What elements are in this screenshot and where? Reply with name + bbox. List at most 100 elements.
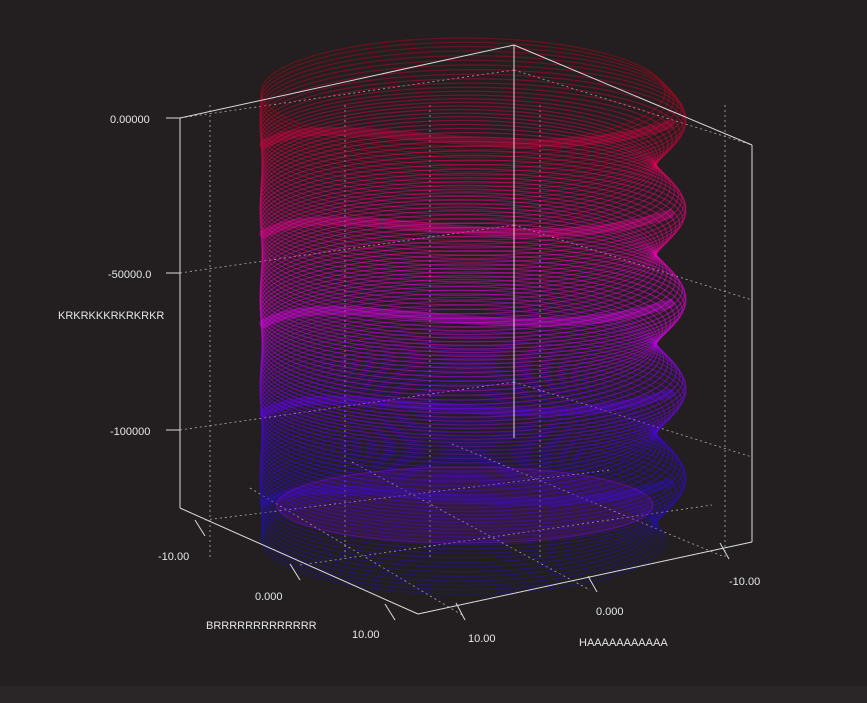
surface-ring-82 [261,376,658,482]
surface-ring-85 [261,387,659,496]
surface-wave-band-0 [259,119,675,149]
axis-frame-line-0 [179,507,419,615]
tick-marks [166,117,730,621]
surface-ring-103 [261,463,659,568]
surface-ring-40 [261,202,657,311]
surface-ring-79 [260,365,667,468]
surface-ring-22 [260,127,667,238]
surface-ring-104 [261,466,658,573]
surface-ring-36 [260,188,664,292]
surface-ring-52 [259,254,686,357]
surface-wave-band-1 [259,209,675,239]
axis-frame-line-1 [417,541,753,615]
surface-ring-59 [261,282,660,387]
wavy-cylinder-surface [259,37,687,595]
grid-left-back-2 [179,381,515,431]
tick-mark-4 [289,563,301,581]
surface-ring-54 [259,263,680,365]
surface-ring-4 [259,55,682,162]
surface-ring-55 [260,267,676,369]
grid-bottom-5 [451,443,723,557]
surface-ring-81 [261,372,660,478]
surface-ring-74 [259,345,685,448]
surface-ring-11 [260,86,678,188]
surface-ring-56 [260,271,672,373]
surface-ring-3 [259,50,679,159]
grid-bottom-0 [204,469,611,521]
surface-ring-12 [260,90,673,193]
x-tick-label-1: 0.000 [596,606,624,618]
surface-ring-48 [259,236,684,343]
x-tick-label-2: -10.00 [729,576,760,588]
surface-ring-17 [261,108,657,215]
surface-ring-43 [260,214,664,324]
surface-ring-84 [261,383,658,492]
surface-ring-20 [261,119,660,229]
surface-ring-1 [260,41,670,151]
surface-ring-10 [259,82,681,184]
axis-frame-line-4 [513,44,753,146]
grid-bottom-3 [249,487,463,616]
surface-ring-24 [260,136,676,245]
axis-lines [179,44,753,615]
surface-ring-37 [261,192,661,297]
surface-ring-60 [261,285,658,392]
surface-ring-51 [259,250,687,354]
x-axis-label: HAAAAAAAAAAA [579,637,668,649]
surface-ring-86 [261,390,662,500]
surface-ring-108 [261,481,663,591]
surface-ring-69 [259,321,681,430]
surface-ring-94 [259,426,687,531]
surface-ring-76 [259,353,679,455]
surface-ring-21 [260,123,663,233]
surface-ring-89 [260,403,674,513]
tick-mark-6 [455,602,466,621]
surface-ring-99 [260,448,674,550]
y-tick-label-1: 0.000 [255,591,283,603]
tick-mark-5 [384,603,396,621]
surface-ring-62 [261,293,657,401]
surface-ring-78 [260,361,671,464]
surface-ring-35 [260,184,668,287]
surface-ring-8 [259,73,686,177]
surface-ring-44 [260,218,668,328]
tick-mark-8 [719,542,730,560]
surface-ring-39 [261,199,657,306]
surface-ring-33 [260,177,677,279]
surface-ring-26 [259,145,683,253]
grid-bottom-4 [351,461,591,591]
surface-ring-73 [259,340,687,444]
surface-ring-50 [259,245,687,350]
surface-ring-49 [259,240,686,347]
surface-ring-31 [259,168,684,271]
grid-left-back-0 [179,69,515,119]
y-tick-label-2: 10.00 [352,629,380,641]
surface-ring-16 [261,105,659,211]
surface-ring-91 [259,412,682,520]
surface-ring-14 [260,98,665,201]
surface-wave-band-2 [259,299,675,329]
surface-ring-65 [260,304,665,414]
z-axis-label: KRKRKKKRKRKRKR [58,310,164,322]
surface-ring-27 [259,150,685,256]
surface-ring-53 [259,259,683,361]
surface-ring-77 [260,357,675,460]
surface-ring-98 [259,444,678,546]
surface-ring-71 [259,331,686,437]
surface-ring-92 [259,417,685,524]
surface-ring-25 [259,140,680,249]
surface-ring-109 [260,485,666,595]
surface-ring-7 [259,69,687,173]
grid-right-back-2 [513,381,753,458]
surface-ring-45 [260,222,672,332]
surface-ring-32 [259,172,681,275]
z-tick-label-1: -50000.0 [108,269,151,281]
surface-ring-80 [260,369,663,473]
surface-ring-75 [259,349,683,452]
surface-ring-41 [261,206,658,315]
surface-ring-29 [259,159,687,263]
tick-mark-7 [587,575,598,593]
surface-ring-102 [261,459,662,563]
